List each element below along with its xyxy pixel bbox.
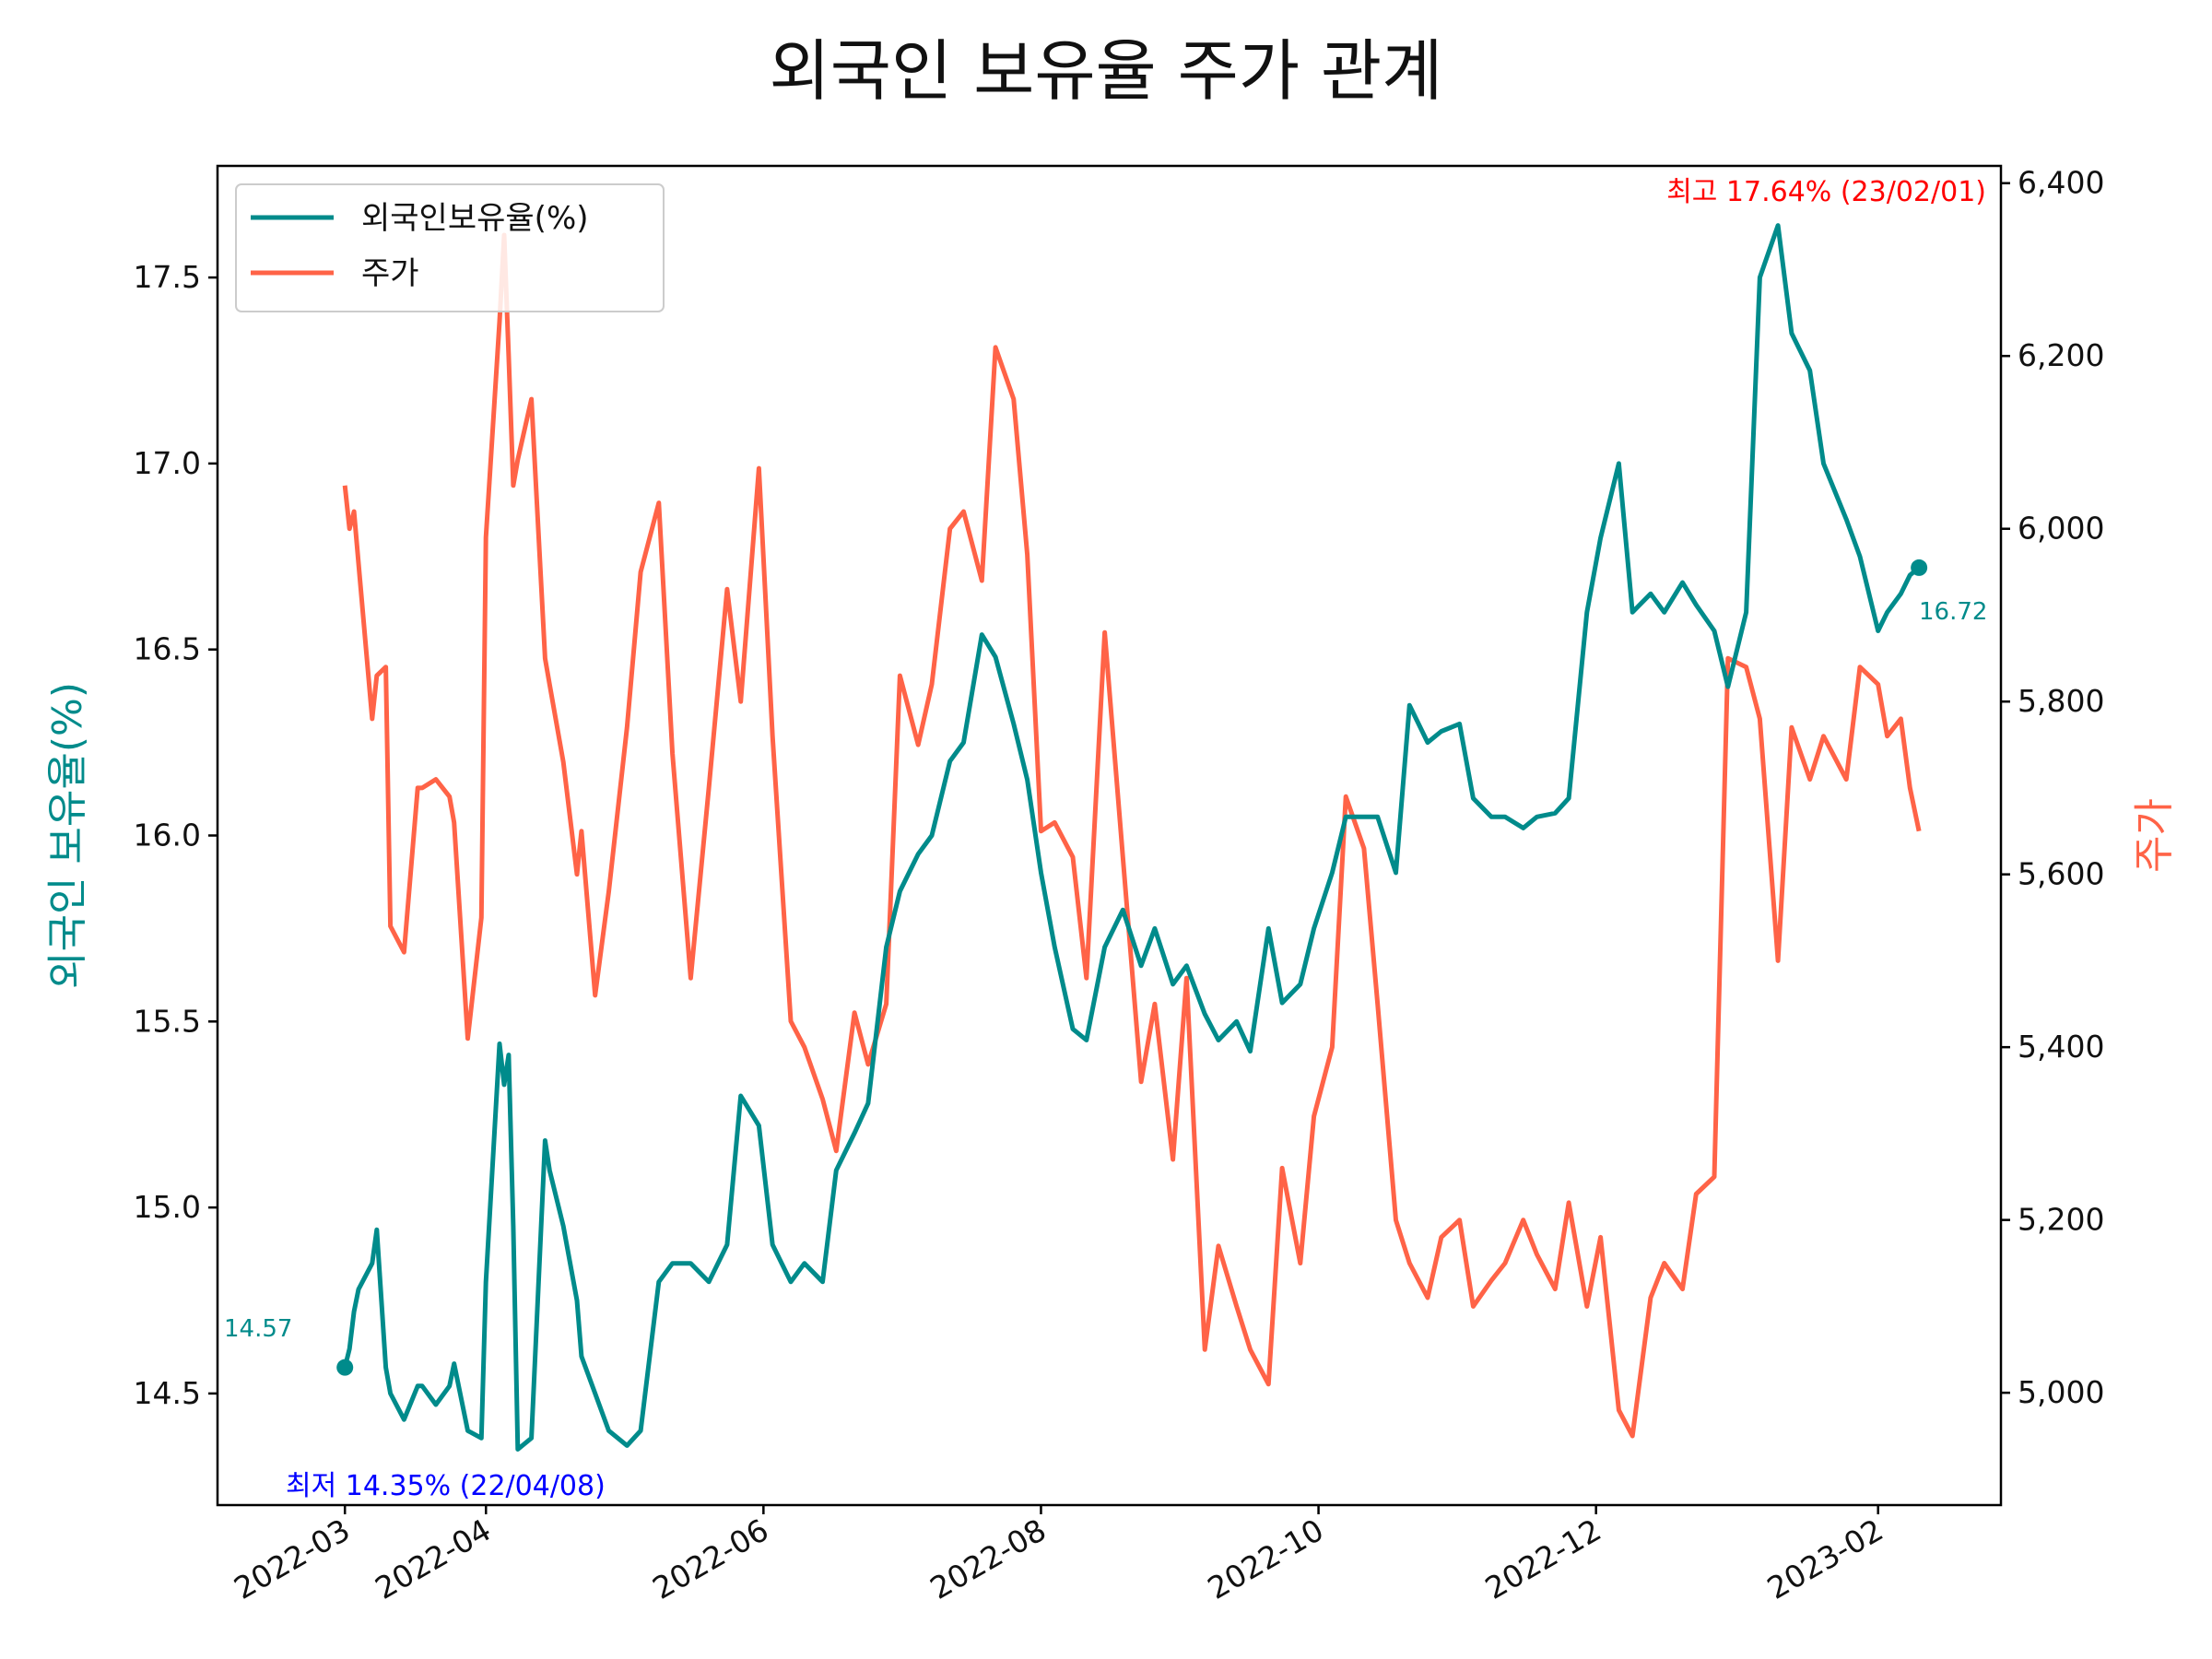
start-value-label: 14.57 (224, 1315, 292, 1343)
right-tick-label: 6,000 (2018, 511, 2104, 547)
x-tick-label: 2022-04 (369, 1512, 497, 1606)
left-tick-label: 16.5 (134, 631, 201, 667)
left-tick-label: 15.5 (134, 1003, 201, 1039)
end-value-label: 16.72 (1919, 598, 1987, 626)
legend: 외국인보유율(%) 주가 (235, 183, 665, 312)
x-tick-label: 2022-06 (646, 1512, 774, 1606)
left-axis-title: 외국인 보유율(%) (44, 682, 91, 989)
x-tick-label: 2022-08 (924, 1512, 1053, 1606)
left-tick-label: 17.0 (134, 445, 201, 481)
x-tick-label: 2022-10 (1202, 1512, 1330, 1606)
min-annotation: 최저 14.35% (22/04/08) (286, 1470, 606, 1502)
right-tick-label: 5,400 (2018, 1029, 2104, 1065)
right-tick-label: 5,200 (2018, 1202, 2104, 1238)
left-tick-label: 15.0 (134, 1189, 201, 1225)
ownership-series-line (342, 223, 1921, 1452)
start-point-marker (336, 1359, 354, 1376)
price-series-line (342, 232, 1922, 1439)
x-tick-label: 2023-02 (1761, 1512, 1889, 1606)
left-tick-label: 16.0 (134, 818, 201, 853)
right-tick-label: 6,200 (2018, 337, 2104, 373)
x-tick-label: 2022-12 (1479, 1512, 1607, 1606)
right-tick-label: 5,600 (2018, 856, 2104, 892)
right-tick-label: 5,800 (2018, 683, 2104, 719)
left-tick-label: 14.5 (134, 1375, 201, 1411)
chart-title: 외국인 보유율 주가 관계 (769, 32, 1443, 110)
end-point-marker (1911, 559, 1928, 576)
legend-box (235, 183, 665, 312)
left-tick-label: 17.5 (134, 259, 201, 295)
right-tick-label: 6,400 (2018, 165, 2104, 201)
legend-label-price: 주가 (361, 255, 419, 292)
right-axis-title: 주가 (2131, 798, 2178, 873)
legend-label-ownership: 외국인보유율(%) (361, 200, 589, 237)
x-tick-label: 2022-03 (228, 1512, 356, 1606)
max-annotation: 최고 17.64% (23/02/01) (1666, 176, 1986, 208)
right-tick-label: 5,000 (2018, 1374, 2104, 1410)
